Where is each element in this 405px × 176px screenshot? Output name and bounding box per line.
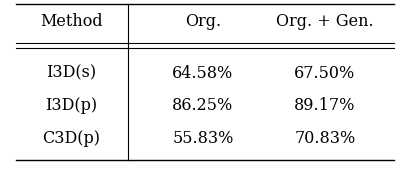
Text: Org. + Gen.: Org. + Gen.	[275, 14, 373, 30]
Text: I3D(p): I3D(p)	[45, 97, 97, 114]
Text: 70.83%: 70.83%	[294, 130, 354, 147]
Text: I3D(s): I3D(s)	[46, 65, 96, 81]
Text: 86.25%: 86.25%	[172, 97, 233, 114]
Text: Org.: Org.	[185, 14, 220, 30]
Text: 55.83%: 55.83%	[172, 130, 233, 147]
Text: Method: Method	[40, 14, 102, 30]
Text: 89.17%: 89.17%	[293, 97, 355, 114]
Text: C3D(p): C3D(p)	[42, 130, 100, 147]
Text: 64.58%: 64.58%	[172, 65, 233, 81]
Text: 67.50%: 67.50%	[294, 65, 354, 81]
